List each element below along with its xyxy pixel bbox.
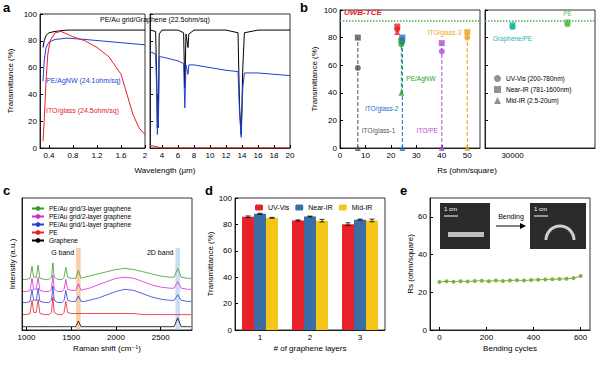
svg-text:Bending: Bending bbox=[498, 213, 524, 221]
svg-text:1.2: 1.2 bbox=[91, 151, 103, 160]
svg-text:UV-Vis (200-780nm): UV-Vis (200-780nm) bbox=[506, 75, 565, 83]
svg-text:1: 1 bbox=[258, 333, 263, 342]
svg-text:Mid-IR (2.5-20um): Mid-IR (2.5-20um) bbox=[506, 97, 559, 105]
svg-text:# of graphene layers: # of graphene layers bbox=[274, 344, 347, 353]
svg-text:0: 0 bbox=[423, 326, 428, 335]
svg-text:Bending cycles: Bending cycles bbox=[483, 344, 537, 353]
svg-text:Graphene: Graphene bbox=[49, 237, 78, 245]
svg-text:40: 40 bbox=[28, 90, 37, 99]
svg-text:Mid-IR: Mid-IR bbox=[352, 204, 373, 211]
svg-text:100: 100 bbox=[324, 6, 338, 15]
svg-text:2D band: 2D band bbox=[147, 249, 174, 256]
svg-text:2: 2 bbox=[143, 151, 148, 160]
svg-text:PE/Au grid/1-layer graphene: PE/Au grid/1-layer graphene bbox=[49, 221, 131, 229]
svg-text:Raman shift (cm⁻¹): Raman shift (cm⁻¹) bbox=[73, 344, 141, 353]
svg-text:400: 400 bbox=[527, 333, 541, 342]
svg-text:1 cm: 1 cm bbox=[444, 206, 457, 212]
svg-text:Graphene/PE: Graphene/PE bbox=[493, 35, 533, 43]
svg-text:12: 12 bbox=[222, 151, 231, 160]
svg-text:PE/AgNW: PE/AgNW bbox=[406, 75, 436, 83]
svg-text:8: 8 bbox=[192, 151, 197, 160]
svg-text:e: e bbox=[400, 183, 407, 198]
svg-text:100: 100 bbox=[219, 194, 233, 203]
svg-text:40: 40 bbox=[418, 250, 427, 259]
svg-text:1 cm: 1 cm bbox=[534, 206, 547, 212]
svg-text:ITO/glass (24.5ohm/sq): ITO/glass (24.5ohm/sq) bbox=[46, 107, 119, 115]
svg-text:UWB-TCE: UWB-TCE bbox=[344, 8, 382, 17]
svg-text:Wavelength (μm): Wavelength (μm) bbox=[135, 166, 196, 175]
svg-text:ITO/glass-2: ITO/glass-2 bbox=[365, 105, 399, 113]
svg-text:50: 50 bbox=[463, 151, 472, 160]
svg-text:PE/Au grid/3-layer graphene: PE/Au grid/3-layer graphene bbox=[49, 205, 131, 213]
svg-text:0.8: 0.8 bbox=[67, 151, 79, 160]
svg-text:Near-IR: Near-IR bbox=[308, 204, 333, 211]
svg-text:2: 2 bbox=[308, 333, 313, 342]
svg-text:18: 18 bbox=[270, 151, 279, 160]
svg-text:20: 20 bbox=[386, 151, 395, 160]
svg-text:PE/Au grid/Graphene (22.5ohm/s: PE/Au grid/Graphene (22.5ohm/sq) bbox=[100, 16, 210, 24]
svg-text:20: 20 bbox=[328, 116, 337, 125]
svg-text:ITO/glass-3: ITO/glass-3 bbox=[428, 29, 462, 37]
svg-text:60: 60 bbox=[223, 246, 232, 255]
svg-text:PE/AgNW (24.1ohm/sq): PE/AgNW (24.1ohm/sq) bbox=[46, 77, 121, 85]
svg-text:Transmittance (%): Transmittance (%) bbox=[206, 231, 215, 296]
svg-text:60: 60 bbox=[418, 212, 427, 221]
svg-text:30000: 30000 bbox=[501, 151, 524, 160]
svg-text:c: c bbox=[3, 183, 10, 198]
svg-text:0: 0 bbox=[338, 151, 343, 160]
svg-text:10: 10 bbox=[206, 151, 215, 160]
svg-text:ITO/PE: ITO/PE bbox=[417, 127, 439, 134]
svg-text:80: 80 bbox=[328, 33, 337, 42]
svg-text:1000: 1000 bbox=[18, 333, 36, 342]
svg-text:Near-IR (781-1600nm): Near-IR (781-1600nm) bbox=[506, 86, 571, 94]
svg-text:PE: PE bbox=[49, 229, 58, 236]
svg-text:Intensity (a.u.): Intensity (a.u.) bbox=[8, 238, 17, 289]
svg-text:0: 0 bbox=[228, 326, 233, 335]
svg-text:60: 60 bbox=[28, 63, 37, 72]
svg-text:2500: 2500 bbox=[152, 333, 170, 342]
svg-text:0: 0 bbox=[332, 143, 337, 153]
svg-text:30: 30 bbox=[412, 151, 421, 160]
svg-text:2000: 2000 bbox=[107, 333, 125, 342]
svg-text:100: 100 bbox=[24, 10, 38, 19]
svg-text:80: 80 bbox=[223, 220, 232, 229]
svg-text:40: 40 bbox=[223, 273, 232, 282]
svg-text:UV-Vis: UV-Vis bbox=[268, 204, 290, 211]
svg-text:Transmittance (%): Transmittance (%) bbox=[310, 46, 319, 111]
svg-text:d: d bbox=[205, 183, 213, 198]
svg-text:16: 16 bbox=[254, 151, 263, 160]
svg-text:0: 0 bbox=[33, 144, 38, 153]
svg-text:3: 3 bbox=[358, 333, 363, 342]
svg-text:Rs (ohm/square): Rs (ohm/square) bbox=[437, 166, 497, 175]
svg-text:a: a bbox=[3, 0, 11, 15]
svg-text:PE: PE bbox=[563, 10, 572, 17]
svg-text:6: 6 bbox=[176, 151, 181, 160]
svg-text:20: 20 bbox=[28, 117, 37, 126]
svg-text:Rs (ohm/square): Rs (ohm/square) bbox=[406, 234, 415, 294]
svg-text:PE/Au grid/2-layer graphene: PE/Au grid/2-layer graphene bbox=[49, 213, 131, 221]
svg-text:Transmittance (%): Transmittance (%) bbox=[6, 48, 15, 113]
svg-text:40: 40 bbox=[328, 88, 337, 97]
svg-text:1.6: 1.6 bbox=[115, 151, 127, 160]
svg-text:G band: G band bbox=[51, 249, 74, 256]
svg-text:0.4: 0.4 bbox=[43, 151, 55, 160]
svg-text:40: 40 bbox=[437, 151, 446, 160]
svg-text:0: 0 bbox=[437, 333, 442, 342]
svg-text:20: 20 bbox=[286, 151, 295, 160]
svg-text:200: 200 bbox=[480, 333, 494, 342]
svg-text:80: 80 bbox=[28, 36, 37, 45]
svg-text:b: b bbox=[300, 0, 308, 15]
svg-text:60: 60 bbox=[328, 61, 337, 70]
svg-text:1500: 1500 bbox=[62, 333, 80, 342]
svg-text:600: 600 bbox=[574, 333, 588, 342]
svg-text:10: 10 bbox=[361, 151, 370, 160]
svg-text:14: 14 bbox=[238, 151, 247, 160]
svg-text:ITO/glass-1: ITO/glass-1 bbox=[362, 127, 396, 135]
svg-text:20: 20 bbox=[418, 288, 427, 297]
svg-text:20: 20 bbox=[223, 299, 232, 308]
svg-text:4: 4 bbox=[160, 151, 165, 160]
